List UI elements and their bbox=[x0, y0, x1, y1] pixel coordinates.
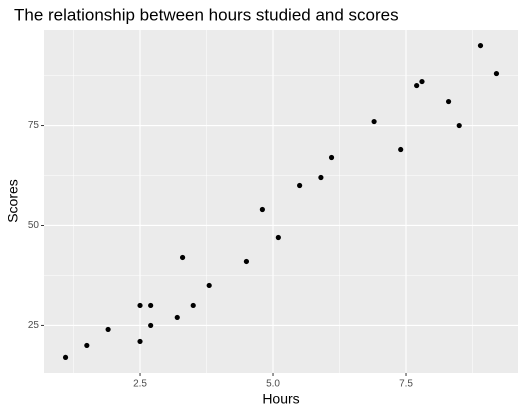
point bbox=[190, 302, 196, 309]
point bbox=[414, 82, 420, 89]
x-tick-label: 7.5 bbox=[399, 379, 413, 390]
point bbox=[174, 314, 180, 321]
point bbox=[243, 258, 250, 265]
x-tick-label: 2.5 bbox=[133, 379, 147, 390]
point bbox=[445, 98, 452, 105]
point bbox=[148, 322, 154, 329]
point bbox=[275, 234, 281, 241]
chart-title: The relationship between hours studied a… bbox=[14, 5, 399, 24]
point bbox=[179, 254, 186, 261]
point bbox=[259, 206, 265, 213]
point bbox=[456, 122, 462, 129]
point bbox=[206, 282, 212, 289]
point bbox=[328, 154, 335, 161]
point bbox=[419, 78, 425, 85]
y-tick-label: 50 bbox=[28, 220, 40, 231]
point bbox=[398, 146, 404, 153]
y-tick-label: 25 bbox=[28, 320, 40, 331]
point bbox=[137, 338, 143, 345]
point bbox=[84, 342, 90, 349]
point bbox=[477, 42, 484, 49]
point bbox=[137, 302, 143, 309]
point bbox=[148, 302, 154, 309]
point bbox=[371, 118, 377, 125]
y-axis-label: Scores bbox=[5, 179, 21, 223]
point bbox=[62, 354, 69, 361]
y-tick-label: 75 bbox=[28, 120, 40, 131]
point bbox=[297, 182, 303, 189]
x-axis-label: Hours bbox=[262, 391, 299, 407]
point bbox=[105, 326, 111, 333]
point bbox=[493, 70, 500, 77]
point bbox=[318, 174, 324, 181]
x-tick-label: 5.0 bbox=[266, 379, 280, 390]
panel bbox=[44, 30, 518, 373]
